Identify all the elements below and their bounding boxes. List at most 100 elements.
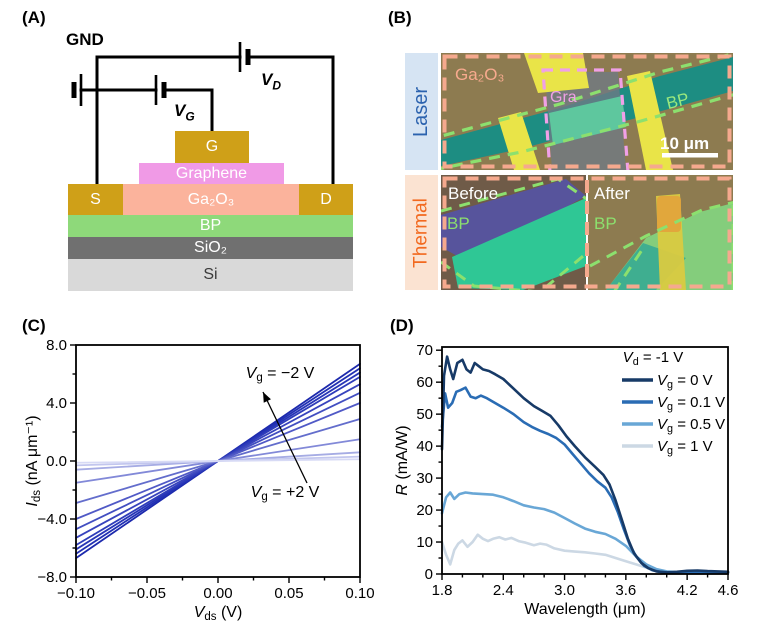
before-flake-purple bbox=[441, 179, 586, 262]
svg-text:50: 50 bbox=[416, 406, 433, 423]
svg-text:10: 10 bbox=[416, 534, 433, 551]
svg-text:R (mA/W): R (mA/W) bbox=[394, 425, 411, 495]
laser-strip-label: Laser bbox=[410, 87, 432, 137]
electrode-top-pad bbox=[524, 53, 589, 93]
svg-text:−0.05: −0.05 bbox=[128, 585, 166, 602]
battery-vg bbox=[154, 75, 167, 105]
vd-label: VD bbox=[261, 70, 281, 92]
label-bp-before: BP bbox=[447, 214, 470, 233]
svg-text:3.0: 3.0 bbox=[554, 582, 575, 599]
svg-text:0.0: 0.0 bbox=[46, 453, 67, 470]
svg-text:−8.0: −8.0 bbox=[37, 569, 67, 586]
after-outline-top bbox=[589, 200, 733, 268]
gate-layer-label: G bbox=[205, 138, 219, 155]
svg-text:4.6: 4.6 bbox=[718, 582, 739, 599]
before-flake-teal bbox=[452, 198, 586, 290]
label-after: After bbox=[594, 184, 630, 203]
svg-text:30: 30 bbox=[416, 470, 433, 487]
spectrum-line bbox=[440, 355, 730, 574]
graphene-outline-dashed bbox=[541, 68, 630, 170]
panel-c-iv-chart: −0.10 −0.05 0.00 0.05 0.10 −8.0 −4.0 0.0 4.0 8.0 V… bbox=[20, 315, 380, 634]
drain-contact: D bbox=[299, 184, 353, 215]
ga2o3-layer-label: Ga₂O₃ bbox=[187, 190, 235, 208]
drain-label: D bbox=[320, 190, 332, 208]
wires bbox=[79, 55, 335, 186]
svg-text:70: 70 bbox=[416, 342, 433, 359]
panel-c-svg: −0.10 −0.05 0.00 0.05 0.10 −8.0 −4.0 0.0 4.0 8.0 V… bbox=[24, 337, 375, 623]
si-layer-label: Si bbox=[203, 266, 218, 283]
panel-b-label: (B) bbox=[388, 8, 412, 27]
vd-symbol: V bbox=[261, 70, 273, 89]
svg-text:4.2: 4.2 bbox=[677, 582, 698, 599]
annotations: Vg = −2 V Vg = +2 V bbox=[246, 365, 320, 503]
ga2o3-layer: Ga₂O₃ bbox=[123, 184, 299, 215]
thermal-strip bbox=[405, 175, 438, 290]
after-outline-bottom bbox=[613, 249, 644, 290]
laser-strip bbox=[405, 53, 438, 170]
axes: −0.10 −0.05 0.00 0.05 0.10 −8.0 −4.0 0.0 4.0 8.0 V… bbox=[24, 337, 375, 623]
after-electrode-top bbox=[657, 196, 681, 232]
label-bp-after: BP bbox=[594, 214, 617, 233]
iv-line bbox=[75, 458, 361, 464]
panel-d-label: (D) bbox=[390, 316, 414, 335]
svg-text:Vg = +2 V: Vg = +2 V bbox=[251, 484, 320, 503]
svg-text:Vds (V): Vds (V) bbox=[194, 604, 243, 623]
svg-text:1.8: 1.8 bbox=[432, 582, 453, 599]
source-label: S bbox=[90, 190, 101, 208]
svg-text:0.00: 0.00 bbox=[203, 585, 232, 602]
gnd-label: GND bbox=[66, 30, 104, 49]
scale-bar bbox=[662, 153, 718, 158]
battery-vd bbox=[238, 42, 251, 72]
svg-text:Vg = 1 V: Vg = 1 V bbox=[657, 438, 713, 457]
graphene-layer: Graphene bbox=[139, 163, 284, 184]
sio2-layer: SiO₂ bbox=[68, 237, 353, 259]
svg-text:40: 40 bbox=[416, 438, 433, 455]
svg-text:Vg = −2 V: Vg = −2 V bbox=[246, 365, 315, 384]
spectrum-line bbox=[440, 491, 730, 575]
series-group bbox=[75, 362, 361, 560]
svg-text:8.0: 8.0 bbox=[46, 337, 67, 354]
svg-text:Vg = 0.5 V: Vg = 0.5 V bbox=[657, 416, 725, 435]
svg-text:2.4: 2.4 bbox=[493, 582, 514, 599]
bp-layer: BP bbox=[68, 215, 353, 237]
vg-label: VG bbox=[174, 101, 195, 123]
vg-symbol: V bbox=[174, 101, 186, 120]
svg-text:Wavelength (μm): Wavelength (μm) bbox=[524, 601, 646, 618]
panel-d-svg: 1.8 2.4 3.0 3.6 4.2 4.6 0 10 20 30 40 50 60 70 Wavelen… bbox=[394, 342, 738, 618]
series-group bbox=[440, 355, 730, 575]
thermal-strip-label: Thermal bbox=[411, 198, 432, 268]
svg-text:0.10: 0.10 bbox=[345, 585, 374, 602]
panel-b-micrographs: Laser Thermal Ga₂O₃ Gra BP 10 μm bbox=[405, 53, 733, 290]
svg-text:Vg = 0.1 V: Vg = 0.1 V bbox=[657, 394, 725, 413]
svg-text:3.6: 3.6 bbox=[615, 582, 636, 599]
svg-text:Vd = -1 V: Vd = -1 V bbox=[623, 349, 684, 368]
gate-layer: G bbox=[175, 131, 249, 163]
thermal-after-micrograph bbox=[588, 175, 733, 290]
thermal-before-micrograph bbox=[441, 175, 586, 290]
svg-text:0.05: 0.05 bbox=[274, 585, 303, 602]
graphene-layer-label: Graphene bbox=[175, 164, 248, 182]
panel-d-responsivity-chart: 1.8 2.4 3.0 3.6 4.2 4.6 0 10 20 30 40 50 60 70 Wavelen… bbox=[390, 315, 770, 634]
label-gra: Gra bbox=[550, 89, 577, 106]
si-substrate: Si bbox=[68, 259, 353, 291]
panel-a-label: (A) bbox=[22, 8, 46, 27]
source-contact: S bbox=[68, 184, 123, 215]
svg-text:0: 0 bbox=[425, 566, 433, 583]
circuit-wiring bbox=[71, 42, 335, 186]
electrode-right bbox=[627, 71, 673, 170]
ga2o3-border-dashed-top bbox=[442, 54, 732, 169]
before-outline-bottom bbox=[441, 251, 586, 290]
label-ga2o3: Ga₂O₃ bbox=[455, 65, 504, 84]
svg-text:60: 60 bbox=[416, 374, 433, 391]
laser-micrograph bbox=[441, 53, 733, 170]
svg-text:−4.0: −4.0 bbox=[37, 511, 67, 528]
svg-text:20: 20 bbox=[416, 502, 433, 519]
bp-layer-label: BP bbox=[199, 217, 222, 234]
spectrum-line bbox=[440, 533, 730, 575]
vd-subscript: D bbox=[272, 78, 282, 93]
svg-text:−0.10: −0.10 bbox=[57, 585, 95, 602]
axes: 1.8 2.4 3.0 3.6 4.2 4.6 0 10 20 30 40 50 60 70 Wavelen… bbox=[394, 342, 738, 618]
legend: Vd = -1 V Vg = 0 V Vg = 0.1 V Vg = 0.5 V Vg … bbox=[622, 349, 725, 457]
svg-text:Ids (nA μm⁻¹): Ids (nA μm⁻¹) bbox=[24, 415, 43, 506]
